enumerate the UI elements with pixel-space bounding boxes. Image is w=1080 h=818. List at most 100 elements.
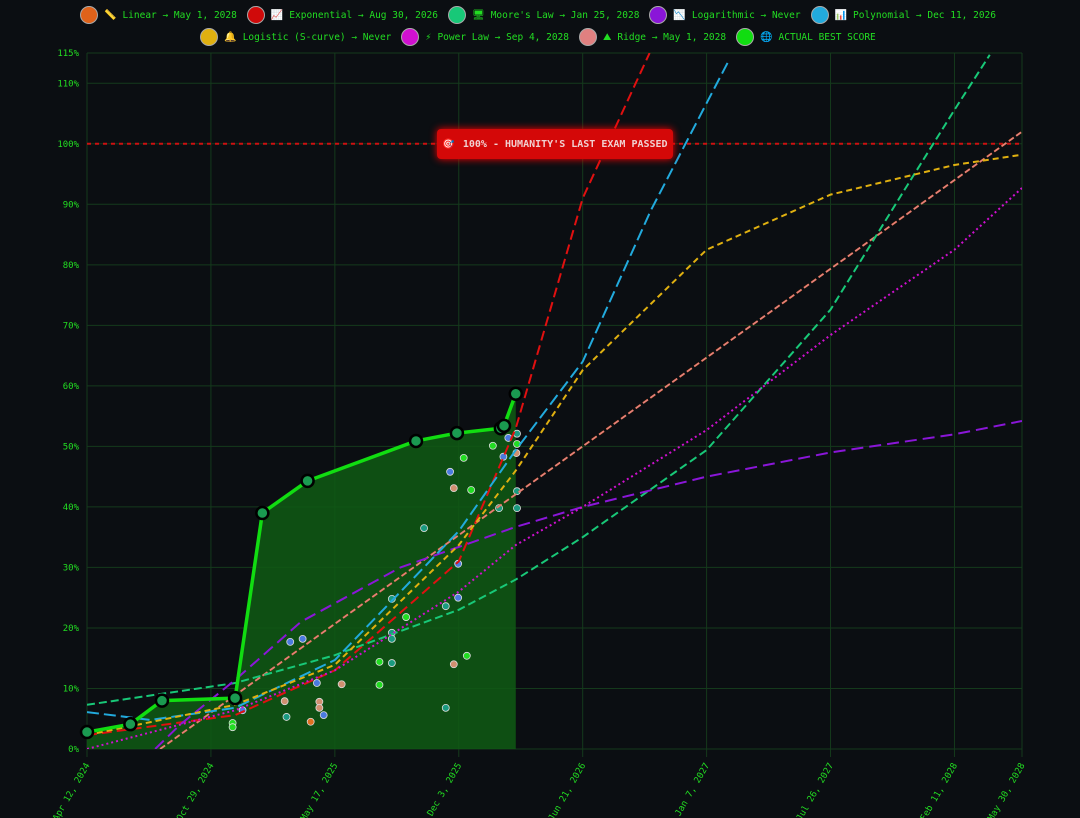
legend-swatch xyxy=(448,6,466,24)
x-tick-label: Oct 29, 2024 xyxy=(175,762,216,818)
threshold-banner: 🎯 100% - HUMANITY'S LAST EXAM PASSED xyxy=(437,129,673,159)
trend-line-logistic-s-curve- xyxy=(87,153,1022,737)
legend-row-1: 📏 Linear → May 1, 2028 📈 Exponential → Aug … xyxy=(0,6,1080,24)
legend-label: ACTUAL BEST SCORE xyxy=(778,31,876,43)
scatter-point xyxy=(462,651,471,660)
lightning-icon: ⚡ xyxy=(425,31,432,43)
legend-label: Moore's Law → Jan 25, 2028 xyxy=(490,9,640,21)
scatter-point xyxy=(375,680,384,689)
legend-label: Polynomial → Dec 11, 2026 xyxy=(853,9,996,21)
legend-swatch xyxy=(736,28,755,46)
legend-label: Logarithmic → Never xyxy=(691,9,801,21)
legend-swatch xyxy=(579,28,597,46)
legend-item[interactable]: 🌐 ACTUAL BEST SCORE xyxy=(736,28,876,46)
y-tick-label: 50% xyxy=(63,442,80,452)
best-score-point xyxy=(496,418,512,434)
scatter-point xyxy=(375,657,384,666)
scatter-point xyxy=(337,680,346,689)
best-score-point xyxy=(449,425,465,441)
legend-label: Linear → May 1, 2028 xyxy=(122,9,237,21)
best-score-point xyxy=(79,724,95,740)
y-tick-label: 60% xyxy=(63,382,80,392)
x-tick-label: May 30, 2028 xyxy=(986,762,1027,818)
chart-down-icon: 📉 xyxy=(673,9,686,21)
computer-icon: 🖥 xyxy=(472,9,485,21)
x-tick-label: Apr 12, 2024 xyxy=(51,762,92,818)
y-tick-label: 115% xyxy=(57,49,79,59)
mountain-icon: ⛰ xyxy=(603,31,612,43)
x-tick-label: Jul 26, 2027 xyxy=(795,762,836,818)
bell-icon: 🔔 xyxy=(224,31,237,43)
scatter-point xyxy=(513,504,521,513)
trend-line-moore-s-law xyxy=(87,54,991,706)
legend-item[interactable]: 📊 Polynomial → Dec 11, 2026 xyxy=(810,6,996,24)
scatter-point xyxy=(306,717,315,726)
scatter-point xyxy=(499,452,508,461)
legend-label: Power Law → Sep 4, 2028 xyxy=(437,31,569,43)
scatter-point xyxy=(402,613,411,621)
legend-swatch xyxy=(200,28,219,46)
scatter-point xyxy=(441,703,450,712)
x-tick-label: Jun 21, 2026 xyxy=(547,762,588,818)
legend-swatch xyxy=(401,28,420,46)
scatter-point xyxy=(312,679,321,687)
scatter-point xyxy=(420,524,428,532)
best-score-point xyxy=(408,433,424,449)
y-tick-label: 30% xyxy=(63,563,80,573)
y-tick-label: 20% xyxy=(63,624,80,634)
scatter-point xyxy=(449,484,458,493)
scatter-point xyxy=(228,723,237,732)
x-tick-label: Feb 11, 2028 xyxy=(919,762,960,818)
scatter-point xyxy=(387,595,396,603)
trend-line-ridge xyxy=(159,131,1022,749)
best-score-area xyxy=(87,393,516,749)
scatter-point xyxy=(280,697,289,706)
scatter-point xyxy=(319,711,328,720)
scatter-point xyxy=(446,467,454,476)
legend-label: Exponential → Aug 30, 2026 xyxy=(289,9,438,21)
y-tick-label: 110% xyxy=(57,79,79,89)
scatter-point xyxy=(298,634,307,643)
legend-label: Logistic (S-curve) → Never xyxy=(242,31,392,43)
best-score-point xyxy=(154,693,170,708)
best-score-point xyxy=(255,505,270,521)
y-tick-label: 10% xyxy=(63,684,80,694)
x-tick-label: May 17, 2025 xyxy=(299,762,340,818)
y-tick-label: 0% xyxy=(68,745,79,755)
banner-text: 100% - HUMANITY'S LAST EXAM PASSED xyxy=(462,138,668,150)
legend-row-2: 🔔 Logistic (S-curve) → Never ⚡ Power Law → … xyxy=(0,28,1080,46)
legend-item[interactable]: 🖥 Moore's Law → Jan 25, 2028 xyxy=(448,6,639,24)
legend-item[interactable]: ⚡ Power Law → Sep 4, 2028 xyxy=(401,28,569,46)
legend-swatch xyxy=(79,6,98,24)
scatter-point xyxy=(449,660,458,669)
x-tick-label: Dec 3, 2025 xyxy=(426,762,464,818)
scatter-point xyxy=(459,453,468,462)
legend-item[interactable]: ⛰ Ridge → May 1, 2028 xyxy=(579,28,726,46)
best-score-point xyxy=(508,386,524,401)
best-score-point xyxy=(227,690,243,706)
trend-line-power-law xyxy=(87,187,1022,749)
legend-item[interactable]: 🔔 Logistic (S-curve) → Never xyxy=(200,28,391,46)
scatter-point xyxy=(488,441,497,450)
chart-up-icon: 📈 xyxy=(270,9,284,21)
bar-chart-icon: 📊 xyxy=(834,9,847,21)
legend-item[interactable]: 📉 Logarithmic → Never xyxy=(649,6,801,24)
best-score-point xyxy=(300,473,315,489)
legend-item[interactable]: 📏 Linear → May 1, 2028 xyxy=(79,6,237,24)
scatter-point xyxy=(387,634,396,643)
y-tick-label: 80% xyxy=(63,261,80,271)
scatter-point xyxy=(513,429,521,438)
globe-icon: 🌐 xyxy=(760,31,773,43)
trend-line-logarithmic xyxy=(154,419,1022,749)
y-tick-label: 100% xyxy=(57,140,79,150)
legend-swatch xyxy=(649,6,668,24)
x-tick-label: Jan 7, 2027 xyxy=(674,762,712,818)
scatter-point xyxy=(441,602,450,611)
scatter-point xyxy=(286,637,295,646)
scatter-point xyxy=(315,703,324,712)
legend-item[interactable]: 📈 Exponential → Aug 30, 2026 xyxy=(246,6,438,24)
scatter-point xyxy=(282,713,291,721)
legend-label: Ridge → May 1, 2028 xyxy=(617,31,727,43)
